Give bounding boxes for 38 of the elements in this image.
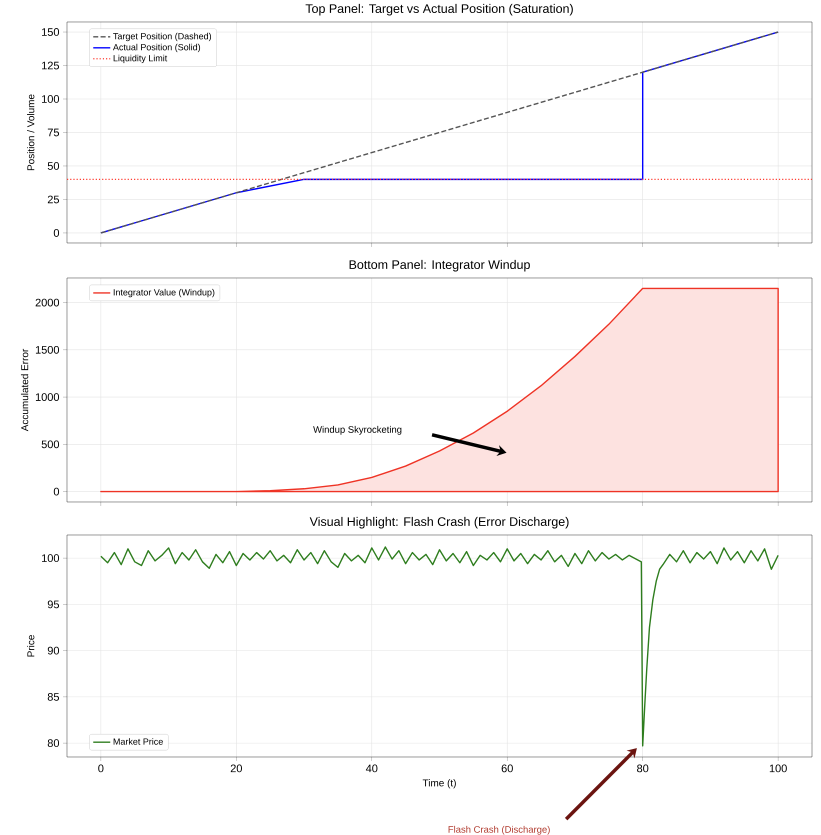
y-axis-title: Accumulated Error — [20, 348, 28, 432]
y-tick-label: 100 — [42, 554, 60, 562]
y-tick-label: 500 — [42, 440, 60, 448]
y-tick-label: 75 — [48, 128, 60, 136]
y-tick-label: 80 — [48, 739, 60, 747]
y-axis-title: Price — [27, 635, 34, 657]
chart-title: Visual Highlight: Flash Crash (Error Discharge) — [310, 516, 569, 528]
legend-label: Actual Position (Solid) — [112, 44, 200, 52]
x-axis-title: Time (t) — [422, 779, 456, 788]
y-tick-label: 100 — [42, 95, 60, 103]
annotation: Windup Skyrocketing — [313, 426, 402, 435]
y-axis-title: Position / Volume — [27, 94, 34, 170]
y-tick-label: 125 — [42, 62, 60, 70]
x-tick-label: 20 — [230, 764, 242, 772]
y-tick-label: 1500 — [36, 346, 60, 354]
y-tick-label: 150 — [42, 28, 60, 36]
x-tick-label: 60 — [502, 764, 513, 772]
y-tick-label: 0 — [54, 488, 60, 496]
legend-label: Liquidity Limit — [114, 54, 168, 64]
x-tick-label: 40 — [366, 764, 378, 772]
legend-label: Target Position (Dashed) — [113, 32, 212, 42]
text: Flash Crash (Discharge) — [448, 826, 550, 835]
y-tick-label: 90 — [48, 646, 60, 654]
y-tick-label: 2000 — [36, 298, 60, 306]
chart-title: Bottom Panel: Integrator Windup — [350, 260, 530, 272]
line-series — [100, 546, 779, 747]
y-tick-label: 25 — [48, 196, 60, 204]
legend-label: Integrator Value (Windup) — [114, 288, 214, 298]
y-tick-label: 1000 — [36, 393, 60, 401]
y-tick-label: 85 — [48, 693, 60, 701]
x-tick-label: 80 — [637, 764, 648, 772]
y-tick-label: 50 — [48, 162, 60, 170]
x-tick-label: 100 — [770, 764, 787, 772]
x-tick-label: 0 — [98, 764, 104, 772]
legend-label: Market Price — [114, 738, 163, 745]
y-tick-label: 95 — [48, 600, 60, 608]
chart-title: Top Panel: Target vs Actual Position (Saturation) — [306, 4, 573, 16]
y-tick-label: 0 — [54, 229, 60, 237]
